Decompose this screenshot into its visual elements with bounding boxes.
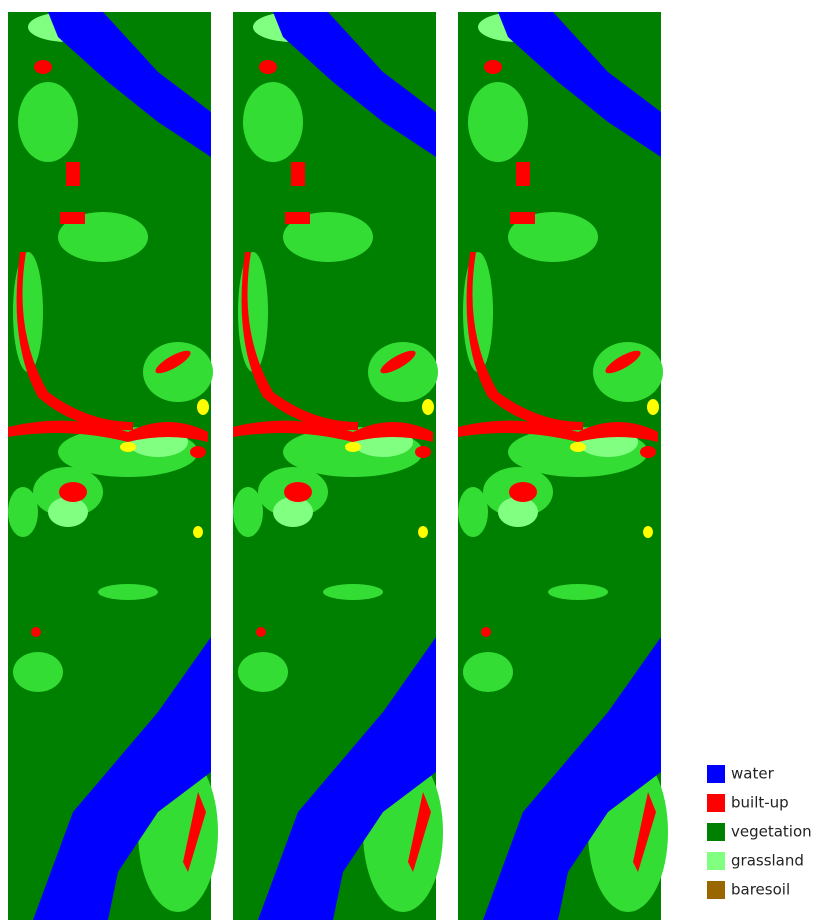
legend-swatch: [707, 823, 725, 841]
map-panel: [233, 12, 443, 920]
map-panel: [8, 12, 218, 920]
legend-swatch: [707, 765, 725, 783]
legend-label: grassland: [731, 852, 804, 870]
map-panel: [458, 12, 668, 920]
legend-swatch: [707, 794, 725, 812]
page: water built-up vegetation grassland baresoil: [0, 0, 831, 920]
legend-swatch: [707, 881, 725, 899]
legend: water built-up vegetation grassland baresoil: [707, 765, 812, 900]
legend-label: water: [731, 765, 775, 783]
legend-label: baresoil: [731, 881, 790, 899]
legend-swatch: [707, 852, 725, 870]
legend-label: vegetation: [731, 823, 812, 841]
legend-label: built-up: [731, 794, 789, 812]
